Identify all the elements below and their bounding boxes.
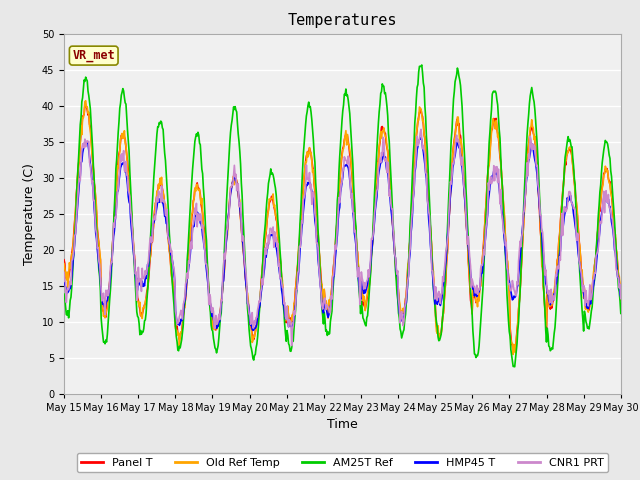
Y-axis label: Temperature (C): Temperature (C) — [23, 163, 36, 264]
Text: VR_met: VR_met — [72, 49, 115, 62]
Title: Temperatures: Temperatures — [287, 13, 397, 28]
Legend: Panel T, Old Ref Temp, AM25T Ref, HMP45 T, CNR1 PRT: Panel T, Old Ref Temp, AM25T Ref, HMP45 … — [77, 453, 608, 472]
X-axis label: Time: Time — [327, 418, 358, 431]
